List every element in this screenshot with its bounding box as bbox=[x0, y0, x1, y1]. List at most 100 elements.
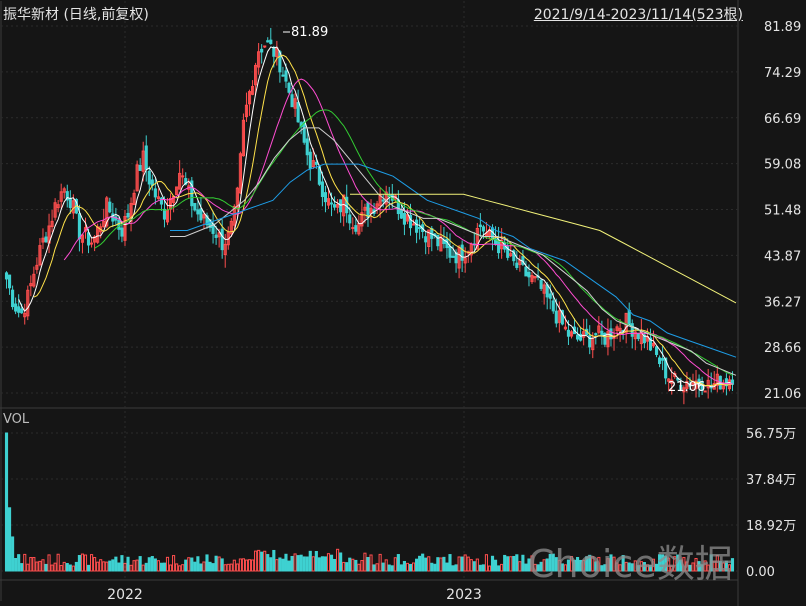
volume-bar bbox=[724, 560, 728, 572]
candle-body bbox=[4, 272, 9, 280]
volume-bar bbox=[299, 554, 303, 572]
volume-bar bbox=[509, 556, 513, 572]
candle-body bbox=[463, 257, 467, 264]
volume-bar bbox=[448, 554, 452, 572]
volume-bar bbox=[50, 564, 54, 572]
volume-bar bbox=[232, 559, 236, 572]
candle-body bbox=[603, 332, 607, 345]
candle-body bbox=[132, 192, 136, 206]
price-tick-label: 59.08 bbox=[764, 158, 801, 173]
volume-bar bbox=[624, 561, 628, 572]
volume-tick-label: 37.84万 bbox=[746, 473, 796, 488]
candle-body bbox=[108, 201, 112, 213]
candle-body bbox=[223, 243, 227, 256]
volume-bar bbox=[162, 562, 167, 572]
candle-body bbox=[250, 86, 255, 95]
volume-bar bbox=[108, 560, 112, 572]
volume-bar bbox=[241, 558, 246, 572]
volume-bar bbox=[436, 557, 440, 572]
volume-bar bbox=[469, 559, 473, 572]
volume-bar bbox=[345, 562, 349, 572]
candle-body bbox=[53, 202, 57, 218]
volume-bar bbox=[642, 562, 646, 572]
candle-body bbox=[35, 264, 39, 270]
candle-body bbox=[418, 227, 422, 230]
volume-bar bbox=[123, 562, 127, 572]
date-range-link[interactable]: 2021/9/14-2023/11/14(523根) bbox=[533, 7, 743, 23]
volume-panel-label: VOL bbox=[3, 412, 30, 427]
candle-body bbox=[576, 334, 580, 340]
candle-body bbox=[351, 227, 355, 230]
candle-body bbox=[214, 234, 218, 238]
candle-body bbox=[424, 236, 428, 243]
price-tick-label: 66.69 bbox=[764, 112, 801, 127]
volume-bar bbox=[372, 564, 376, 572]
chart-title: 振华新材 (日线,前复权) bbox=[3, 7, 149, 23]
candle-body bbox=[202, 214, 206, 219]
volume-bar bbox=[618, 564, 622, 572]
volume-bar bbox=[83, 554, 88, 572]
candle-body bbox=[50, 220, 54, 228]
volume-bar bbox=[709, 554, 713, 572]
candle-body bbox=[229, 220, 233, 235]
volume-bar bbox=[165, 556, 170, 572]
volume-bar bbox=[284, 553, 288, 572]
volume-bar bbox=[393, 557, 397, 572]
volume-bar bbox=[366, 557, 370, 572]
volume-bar bbox=[560, 563, 564, 572]
candle-body bbox=[141, 150, 145, 172]
candle-body bbox=[26, 289, 30, 317]
candle-body bbox=[32, 273, 36, 287]
candle-body bbox=[345, 196, 349, 214]
volume-bar bbox=[187, 557, 191, 572]
candle-body bbox=[263, 45, 267, 48]
volume-bar bbox=[184, 559, 188, 572]
candle-body bbox=[175, 186, 179, 196]
price-tick-label: 81.89 bbox=[764, 20, 801, 35]
candle-body bbox=[354, 225, 358, 232]
volume-bar bbox=[153, 558, 157, 572]
candle-body bbox=[436, 234, 440, 247]
volume-bar bbox=[421, 553, 425, 572]
candle-body bbox=[99, 226, 103, 233]
volume-bar bbox=[408, 563, 413, 572]
candle-body bbox=[254, 64, 258, 86]
volume-bar bbox=[172, 555, 176, 572]
volume-bar bbox=[721, 562, 725, 572]
volume-bar bbox=[102, 561, 106, 572]
volume-bar bbox=[214, 555, 218, 572]
candle-body bbox=[506, 246, 510, 258]
volume-bar bbox=[260, 551, 264, 572]
volume-bar bbox=[293, 553, 297, 572]
candle-body bbox=[323, 192, 328, 203]
candle-body bbox=[454, 252, 458, 264]
volume-bar bbox=[405, 562, 410, 572]
volume-bar bbox=[56, 553, 60, 572]
volume-bar bbox=[247, 559, 252, 572]
candle-body bbox=[679, 384, 683, 390]
volume-bar bbox=[175, 563, 179, 572]
volume-bar bbox=[202, 561, 206, 572]
candle-body bbox=[557, 310, 561, 323]
volume-bar bbox=[536, 564, 540, 572]
volume-bar bbox=[442, 556, 446, 572]
candle-body bbox=[123, 215, 127, 241]
candle-body bbox=[77, 213, 81, 240]
volume-bar bbox=[93, 557, 97, 572]
candle-body bbox=[618, 327, 622, 332]
volume-bar bbox=[521, 554, 525, 572]
volume-bar bbox=[621, 555, 625, 572]
candle-body bbox=[62, 188, 66, 193]
volume-bar bbox=[484, 554, 489, 572]
volume-bar bbox=[627, 562, 631, 572]
volume-bar bbox=[59, 564, 63, 572]
volume-bar bbox=[62, 561, 66, 572]
volume-bar bbox=[378, 553, 382, 572]
candle-body bbox=[7, 274, 12, 289]
volume-bar bbox=[661, 554, 665, 572]
volume-bar bbox=[159, 562, 163, 572]
volume-bar bbox=[402, 560, 406, 572]
volume-bar bbox=[451, 565, 455, 572]
candle-body bbox=[329, 202, 334, 205]
